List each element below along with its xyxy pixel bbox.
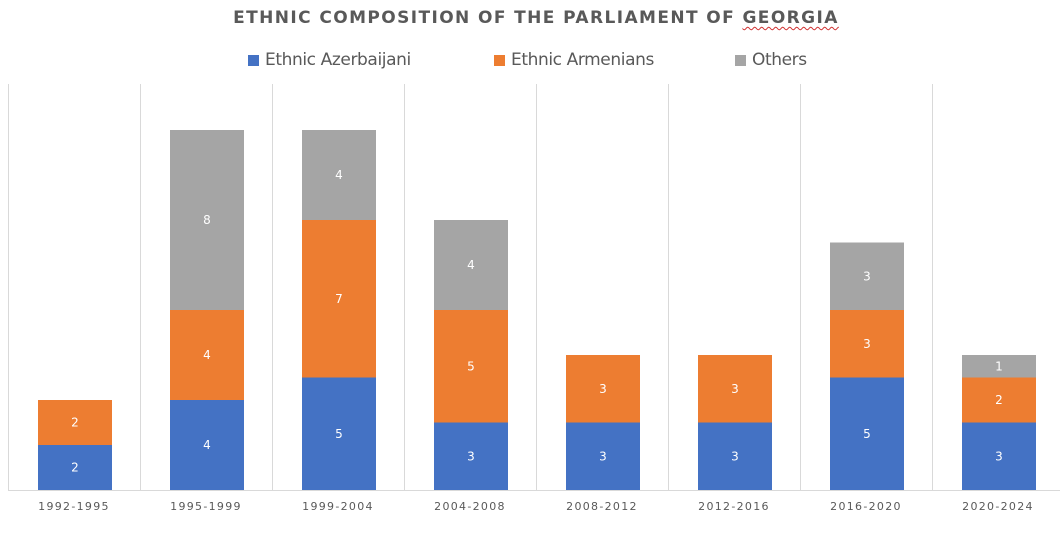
data-label: 7 <box>335 292 343 306</box>
legend-item-azerbaijani: Ethnic Azerbaijani <box>248 50 411 70</box>
data-label: 3 <box>731 449 739 463</box>
data-label: 5 <box>467 359 475 373</box>
x-tick-label: 2008-2012 <box>566 500 638 513</box>
data-label: 4 <box>203 348 211 362</box>
bar-segment-azerbaijani <box>434 422 508 490</box>
legend-label-others: Others <box>752 50 807 70</box>
bar-segment-azerbaijani <box>698 422 772 490</box>
x-tick-label: 1999-2004 <box>302 500 374 513</box>
bar-segment-armenians <box>962 377 1036 423</box>
data-label: 4 <box>467 258 475 272</box>
x-tick-label: 2004-2008 <box>434 500 506 513</box>
legend-swatch-azerbaijani <box>248 54 259 66</box>
legend-swatch-armenians <box>494 54 505 66</box>
data-label: 2 <box>71 461 79 475</box>
bar-segment-armenians <box>566 355 640 423</box>
bar-segment-azerbaijani <box>170 400 244 490</box>
chart-title-main: ETHNIC COMPOSITION OF THE PARLIAMENT OF <box>233 8 743 28</box>
x-tick-label: 1995-1999 <box>170 500 242 513</box>
data-label: 3 <box>467 449 475 463</box>
legend-item-others: Others <box>735 50 807 70</box>
legend-swatch-others <box>735 54 746 66</box>
legend-label-armenians: Ethnic Armenians <box>511 50 654 70</box>
data-label: 3 <box>599 449 607 463</box>
bar-segment-azerbaijani <box>962 422 1036 490</box>
bar-segment-others <box>170 130 244 310</box>
data-label: 3 <box>995 449 1003 463</box>
bar-segment-azerbaijani <box>566 422 640 490</box>
bar-segment-armenians <box>302 220 376 378</box>
data-label: 3 <box>863 269 871 283</box>
chart-title: ETHNIC COMPOSITION OF THE PARLIAMENT OF … <box>0 8 1060 28</box>
legend: Ethnic Azerbaijani Ethnic Armenians Othe… <box>0 50 1060 74</box>
bar-segment-azerbaijani <box>830 377 904 490</box>
bar-segment-azerbaijani <box>38 445 112 490</box>
data-label: 5 <box>863 427 871 441</box>
data-label: 1 <box>995 359 1003 373</box>
data-label: 3 <box>731 382 739 396</box>
x-tick-label: 2016-2020 <box>830 500 902 513</box>
data-label: 4 <box>335 168 343 182</box>
bar-segment-others <box>962 355 1036 378</box>
data-label: 2 <box>995 393 1003 407</box>
bar-segment-others <box>434 220 508 310</box>
data-label: 8 <box>203 213 211 227</box>
data-label: 3 <box>599 382 607 396</box>
bar-segment-others <box>830 242 904 310</box>
bar-segment-armenians <box>38 400 112 445</box>
x-tick-label: 2012-2016 <box>698 500 770 513</box>
data-label: 2 <box>71 416 79 430</box>
legend-item-armenians: Ethnic Armenians <box>494 50 654 70</box>
bar-segment-azerbaijani <box>302 377 376 490</box>
data-label: 5 <box>335 427 343 441</box>
chart-title-spellcheck-word: GEORGIA <box>742 8 839 28</box>
bar-segment-armenians <box>170 310 244 400</box>
bar-segment-others <box>302 130 376 220</box>
bar-segment-armenians <box>434 310 508 423</box>
data-label: 4 <box>203 438 211 452</box>
bar-segment-armenians <box>830 310 904 378</box>
bar-segment-armenians <box>698 355 772 423</box>
x-tick-label: 1992-1995 <box>38 500 110 513</box>
x-tick-label: 2020-2024 <box>962 500 1034 513</box>
legend-label-azerbaijani: Ethnic Azerbaijani <box>265 50 411 70</box>
data-label: 3 <box>863 337 871 351</box>
